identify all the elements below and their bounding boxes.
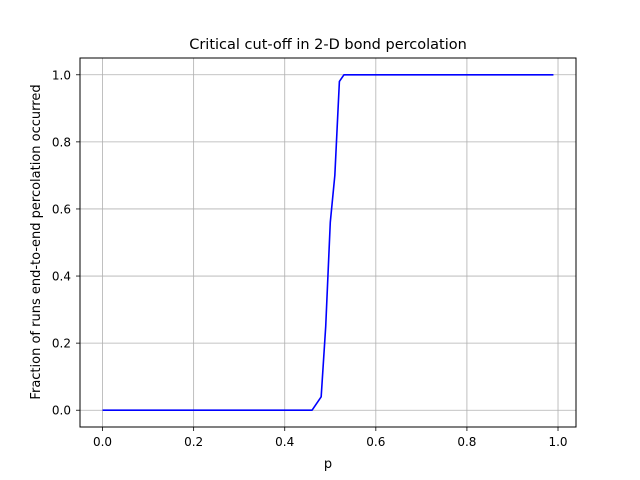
y-tick-label: 0.0: [52, 404, 71, 418]
x-tick-label: 1.0: [548, 435, 567, 449]
y-tick-label: 0.8: [52, 135, 71, 149]
x-tick-label: 0.6: [366, 435, 385, 449]
plot-frame: [79, 57, 577, 428]
x-axis-label: p: [324, 457, 332, 472]
x-tick-label: 0.8: [457, 435, 476, 449]
x-axis-ticks: 0.0 0.2 0.4 0.6 0.8 1.0: [93, 427, 568, 449]
x-tick-label: 0.0: [93, 435, 112, 449]
chart-title: Critical cut-off in 2-D bond percolation: [189, 37, 467, 53]
y-axis-label: Fraction of runs end-to-end percolation …: [29, 84, 44, 399]
series-layer: [102, 73, 554, 412]
x-tick-label: 0.4: [275, 435, 294, 449]
series-line-0: [102, 73, 554, 412]
y-axis-ticks: 0.0 0.2 0.4 0.6 0.8 1.0: [52, 68, 80, 418]
y-tick-label: 0.2: [52, 337, 71, 351]
y-tick-label: 1.0: [52, 68, 71, 82]
y-tick-label: 0.4: [52, 270, 71, 284]
x-tick-label: 0.2: [184, 435, 203, 449]
y-tick-label: 0.6: [52, 202, 71, 216]
